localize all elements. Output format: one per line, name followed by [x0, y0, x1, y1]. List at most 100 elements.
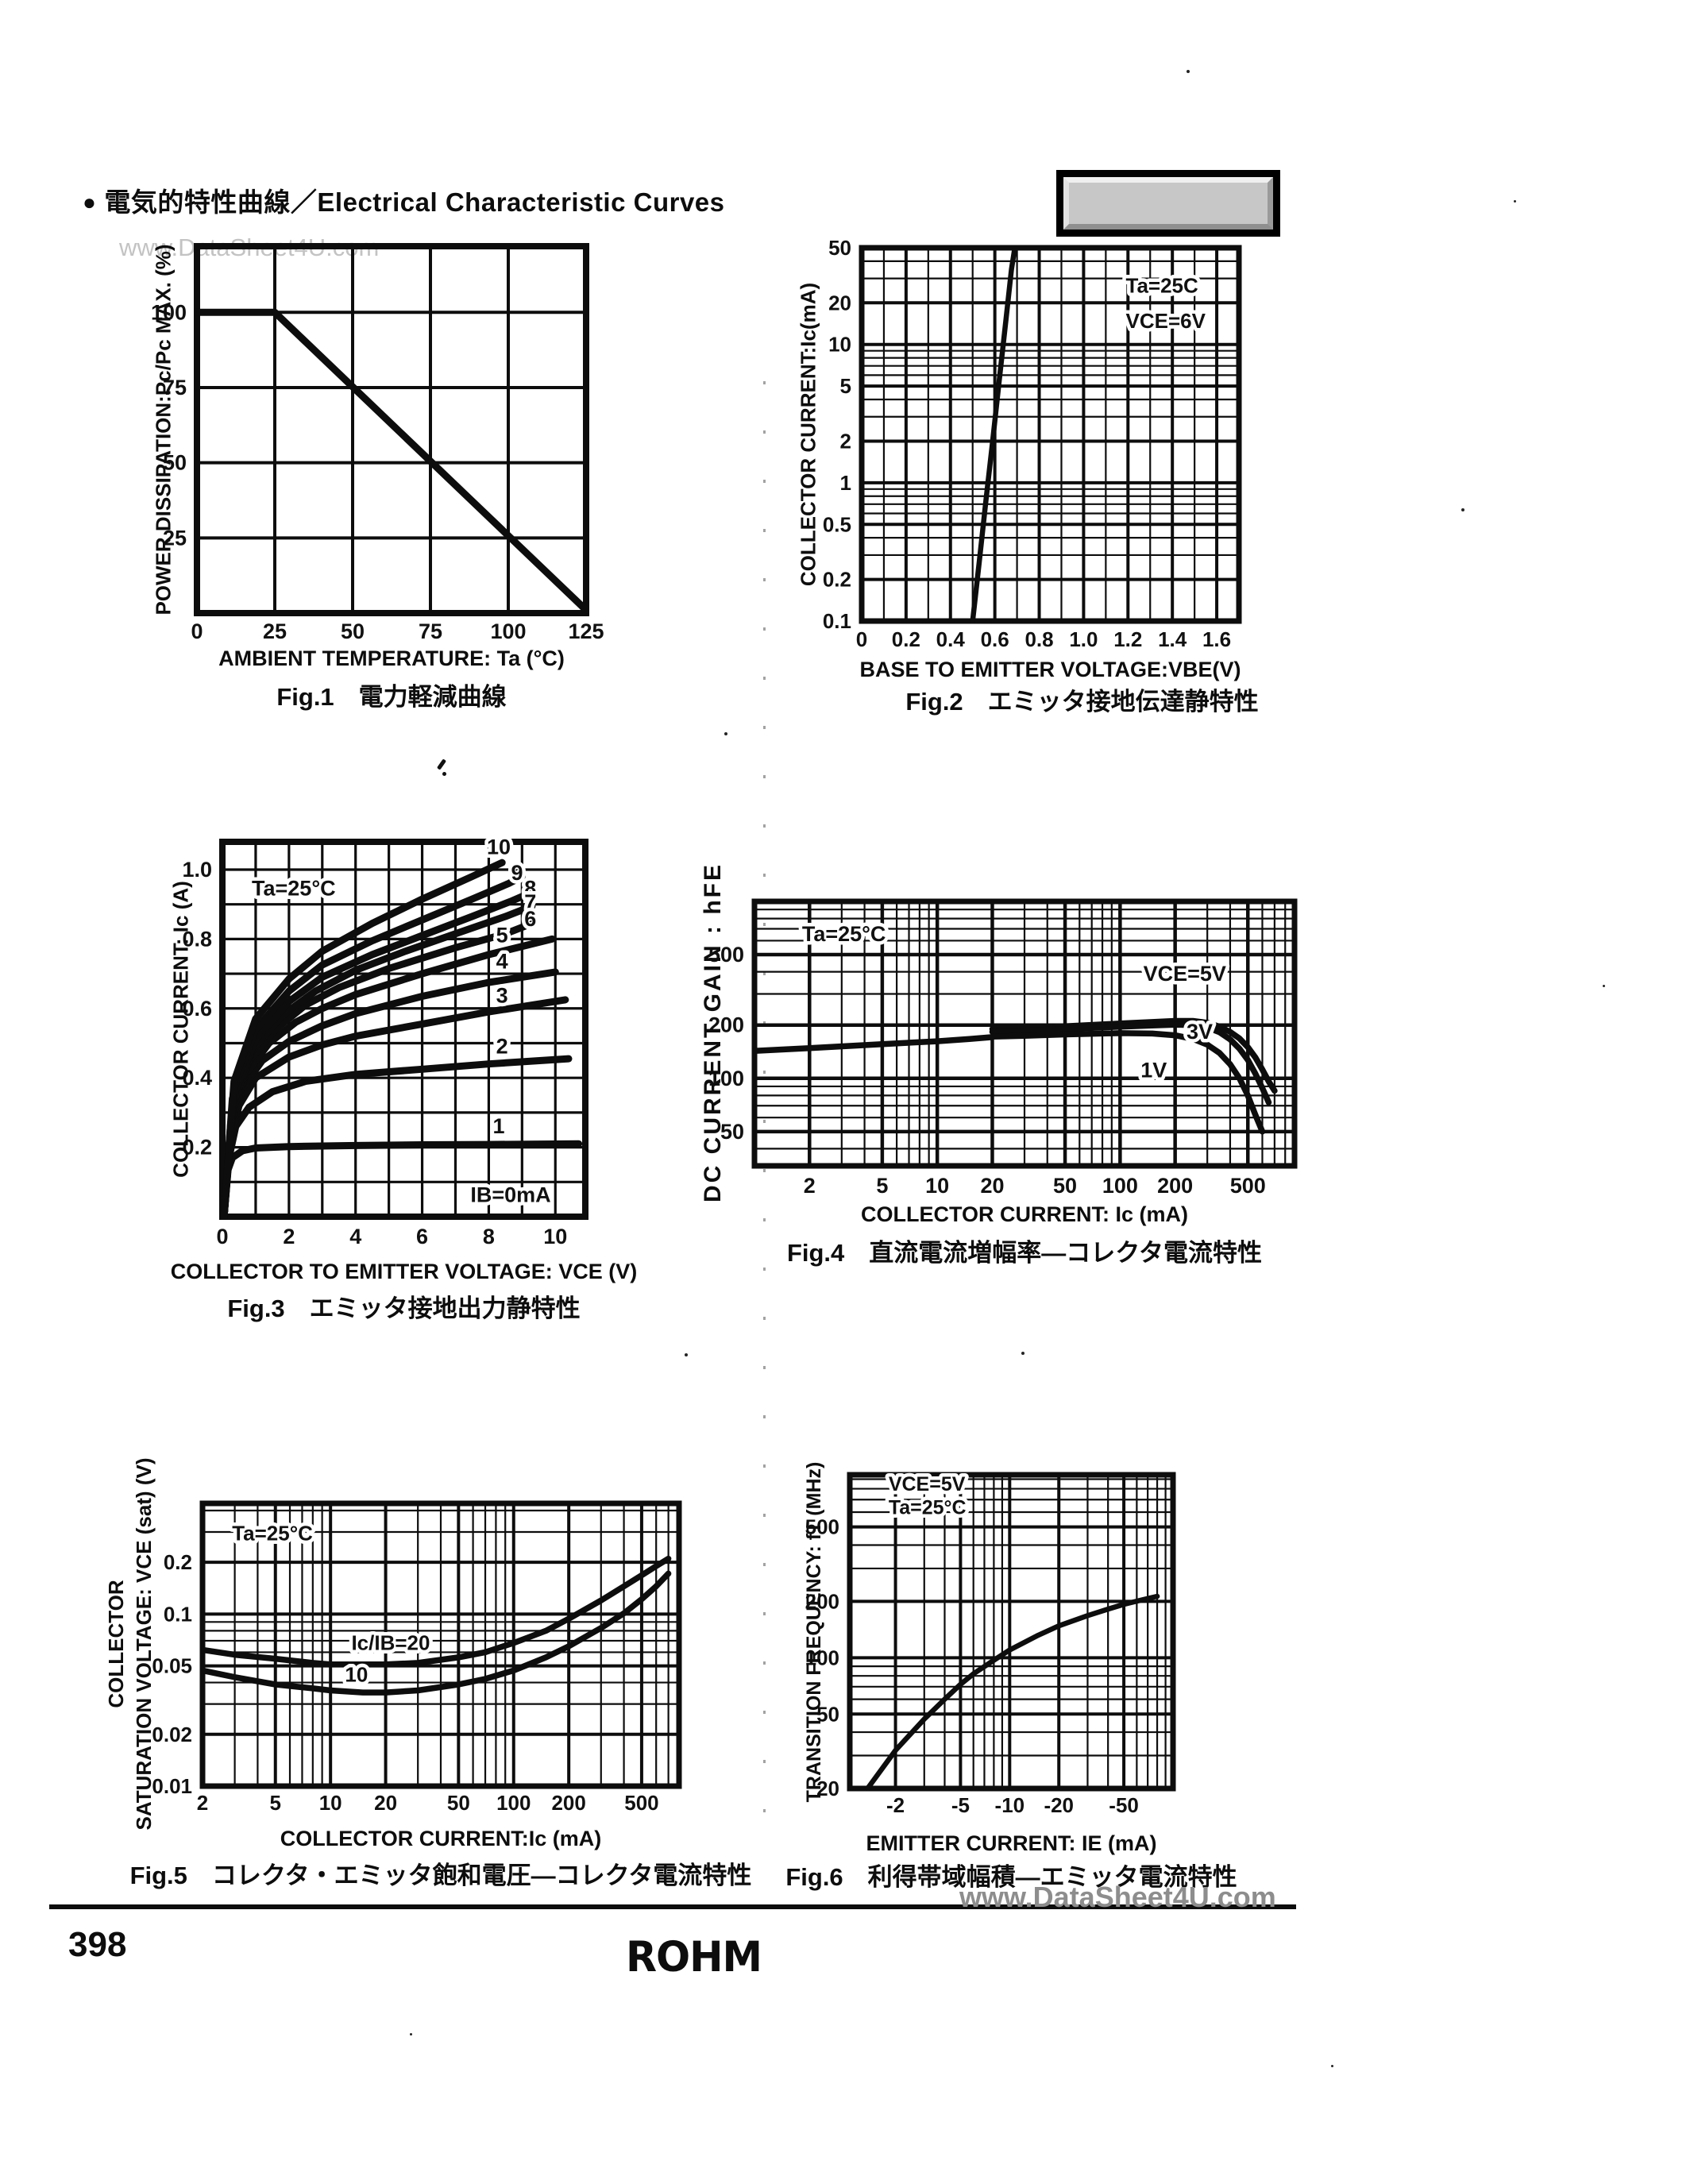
fig2-x-tick: 0.2 — [892, 627, 920, 651]
fig3-x-tick: 10 — [543, 1225, 567, 1248]
fig3-annotation: 5 — [496, 924, 508, 947]
fig2-y-tick: 0.1 — [823, 609, 851, 633]
fig2-x-tick: 0.6 — [981, 627, 1009, 651]
fig5-x-tick: 20 — [374, 1791, 397, 1815]
fig2-annotation: Ta=25C — [1126, 273, 1199, 297]
fig5-series-Ic/IB=20 — [200, 1555, 672, 1668]
fig2-x-tick: 1.6 — [1202, 627, 1231, 651]
fig6-chart: -2 -5 -10 -20 -50 20 50 100 200 500 VCE=5V Ta=25°C — [805, 1469, 1176, 1817]
fig3-annotation: 9 — [511, 861, 523, 885]
fig3-y-tick: 1.0 — [182, 858, 212, 882]
scan-speck — [685, 1353, 688, 1356]
fig6-y-tick: 20 — [816, 1777, 839, 1800]
fig1-x-tick: 25 — [263, 619, 287, 643]
fig4-y-tick: 500 — [708, 943, 744, 967]
fig4-x-tick: 100 — [1102, 1174, 1138, 1198]
fig3-x-tick: 8 — [483, 1225, 495, 1248]
fig4-x-tick: 10 — [925, 1174, 949, 1198]
fig2-y-tick: 1 — [840, 471, 851, 495]
fig4-series-VCE=3V — [989, 1021, 1272, 1106]
fig3-annotation: 4 — [496, 950, 508, 974]
fig5-x-tick: 10 — [319, 1791, 342, 1815]
fig2-x-tick: 1.2 — [1113, 627, 1142, 651]
fig3-x-tick: 4 — [349, 1225, 361, 1248]
footer-rule — [49, 1904, 1296, 1909]
fig2-x-tick: 0.4 — [936, 627, 966, 651]
fig4-y-tick: 50 — [720, 1120, 744, 1144]
fig4-chart: 2 5 10 20 50 100 200 500 50 100 200 500 Ta=25°C VCE=5… — [708, 898, 1298, 1198]
fig6-y-tick: 500 — [805, 1515, 839, 1539]
fig6-caption: Fig.6 利得帯域幅積—エミッタ電流特性 — [785, 1863, 1237, 1891]
fig6-annotation: VCE=5V — [889, 1473, 966, 1495]
fig1-y-tick: 75 — [163, 376, 187, 399]
fig1-x-tick: 100 — [490, 619, 526, 643]
fig1-x-tick: 0 — [191, 619, 203, 643]
fig1-plot-frame — [194, 243, 589, 616]
fig4-x-tick: 2 — [804, 1174, 816, 1198]
scan-speck — [724, 732, 727, 735]
fig2-plot-frame — [859, 245, 1242, 624]
scan-speck — [1461, 508, 1464, 511]
scan-pen-dot — [442, 772, 446, 776]
fig5-x-tick: 500 — [624, 1791, 658, 1815]
fig4-x-tick: 5 — [876, 1174, 888, 1198]
fig3-y-tick: 0.4 — [182, 1066, 212, 1090]
fig1-x-tick: 125 — [568, 619, 604, 643]
part-number-box — [1056, 170, 1280, 237]
fig2-y-tick: 50 — [828, 236, 851, 260]
fig3-plot-frame — [219, 839, 588, 1220]
fig6-y-tick: 200 — [805, 1589, 839, 1613]
fig6-series-fT — [865, 1593, 1160, 1791]
fig2-x-tick: 0.8 — [1025, 627, 1053, 651]
section-title: 電気的特性曲線／Electrical Characteristic Curves — [104, 187, 725, 217]
rohm-logo: ROHM — [626, 1933, 762, 1982]
fig2-annotation: VCE=6V — [1126, 309, 1206, 333]
scan-speck — [1331, 2065, 1333, 2067]
fig6-annotation: Ta=25°C — [889, 1496, 967, 1518]
part-number-box-inner — [1063, 177, 1273, 230]
fig2-x-tick: 1.4 — [1158, 627, 1187, 651]
fig5-x-axis-label: COLLECTOR CURRENT:Ic (mA) — [280, 1827, 602, 1850]
fig3-series-IB=10mA — [220, 859, 506, 1219]
fig5-annotation: 10 — [345, 1662, 368, 1686]
fig2-caption: Fig.2 エミッタ接地伝達静特性 — [905, 688, 1259, 716]
fig1-x-tick: 75 — [419, 619, 442, 643]
fig6-y-tick: 100 — [805, 1646, 839, 1669]
fig1-y-tick: 25 — [163, 526, 187, 550]
fig5-y-tick: 0.05 — [152, 1654, 192, 1678]
fig6-y-axis-label: TRANSITION FREQUENCY: fT (MHz) — [803, 1461, 826, 1803]
fig4-x-axis-label: COLLECTOR CURRENT: Ic (mA) — [860, 1202, 1189, 1226]
fig2-y-tick: 0.2 — [823, 568, 851, 592]
fig5-x-tick: 100 — [496, 1791, 531, 1815]
fig4-x-tick: 50 — [1053, 1174, 1077, 1198]
fig4-series-common-low-current — [752, 1034, 996, 1054]
scan-speck — [1514, 200, 1516, 203]
fig3-plot: 0 2 4 6 8 100.20.40.60.81.0Ta=25°CIB=0mA10987… — [182, 832, 588, 1248]
fig3-annotation: 10 — [487, 835, 511, 859]
fig3-x-axis-label: COLLECTOR TO EMITTER VOLTAGE: VCE (V) — [170, 1260, 638, 1283]
fig6-x-axis-label: EMITTER CURRENT: IE (mA) — [866, 1831, 1157, 1855]
fig4-x-tick: 200 — [1157, 1174, 1193, 1198]
scan-speck — [1021, 1352, 1025, 1355]
fig5-chart: 2 5 10 20 50 100 200 500 0.01 0.02 0.05 0.1 0.2 Ta=25… — [152, 1500, 682, 1815]
fig3-annotation: 3 — [496, 983, 508, 1007]
section-header: ● 電気的特性曲線／Electrical Characteristic Curve… — [83, 181, 725, 219]
fig6-x-tick: -20 — [1044, 1793, 1074, 1817]
fig5-y-tick: 0.2 — [164, 1550, 192, 1574]
fig6-x-tick: -50 — [1109, 1793, 1139, 1817]
scan-speck — [1187, 70, 1190, 73]
fig5-annotation: Ta=25°C — [232, 1521, 313, 1545]
fig2-x-tick: 1.0 — [1069, 627, 1098, 651]
fig5-series-Ic/IB=10 — [200, 1570, 672, 1696]
fig5-plot: 2 5 10 20 50 100 200 500 0.01 0.02 0.05 0.1 0.2 Ta=25… — [152, 1500, 682, 1815]
fig2-y-tick: 0.5 — [823, 512, 851, 536]
fig5-y-tick: 0.02 — [152, 1723, 192, 1746]
fig5-x-tick: 5 — [270, 1791, 281, 1815]
fig1-chart: 0 25 50 75 100 125 25 50 75 100 — [151, 243, 604, 643]
fig2-y-axis-label: COLLECTOR CURRENT:Ic(mA) — [796, 282, 820, 587]
fig5-y-tick: 0.01 — [152, 1774, 192, 1798]
fig1-y-tick: 100 — [151, 300, 187, 324]
fig1-x-tick: 50 — [341, 619, 365, 643]
fig2-series-Ic-vs-VBE — [970, 245, 1018, 623]
